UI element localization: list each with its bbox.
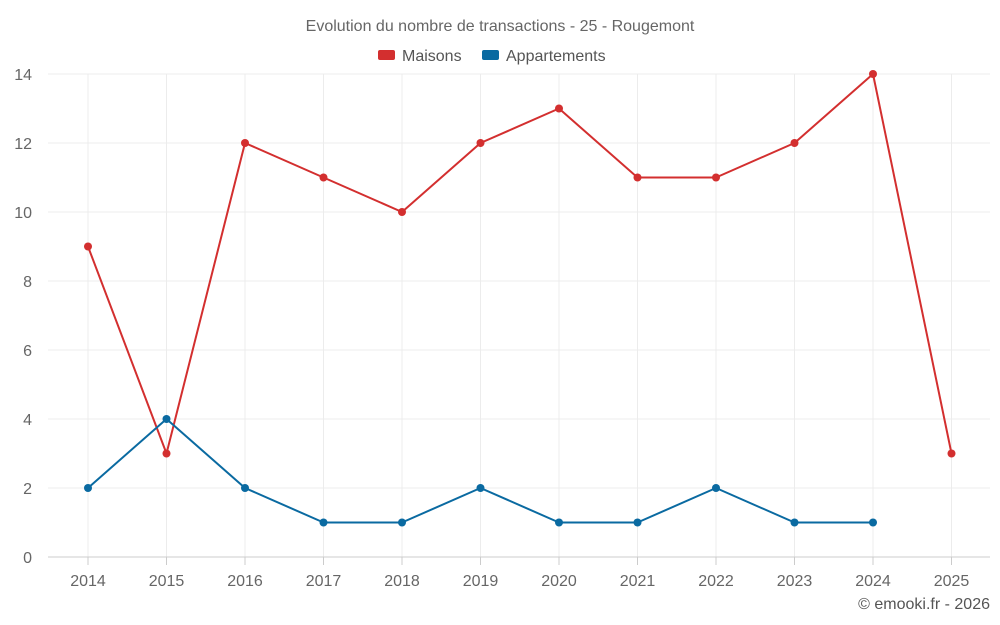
data-point-appartements[interactable] bbox=[398, 518, 406, 527]
legend-swatch-maisons bbox=[378, 50, 395, 60]
series-appartements bbox=[84, 415, 877, 527]
y-tick-label: 12 bbox=[14, 136, 32, 153]
x-tick-label: 2019 bbox=[463, 573, 499, 590]
data-point-maisons[interactable] bbox=[712, 173, 720, 182]
data-point-maisons[interactable] bbox=[241, 139, 249, 147]
data-point-appartements[interactable] bbox=[633, 518, 642, 527]
x-tick-label: 2017 bbox=[306, 573, 342, 590]
x-tick-label: 2022 bbox=[698, 573, 734, 590]
data-point-maisons[interactable] bbox=[319, 173, 328, 182]
data-point-appartements[interactable] bbox=[790, 518, 799, 527]
x-tick-label: 2021 bbox=[620, 573, 656, 590]
data-point-maisons[interactable] bbox=[947, 449, 956, 458]
data-point-maisons[interactable] bbox=[869, 70, 877, 78]
x-tick-label: 2018 bbox=[384, 573, 420, 590]
y-tick-label: 4 bbox=[23, 412, 32, 429]
y-axis-ticks: 0 2 4 6 8 10 12 14 bbox=[14, 67, 32, 567]
y-tick-label: 10 bbox=[14, 205, 32, 222]
data-point-appartements[interactable] bbox=[476, 484, 485, 492]
y-tick-label: 6 bbox=[23, 343, 32, 360]
data-point-maisons[interactable] bbox=[162, 449, 171, 458]
data-point-appartements[interactable] bbox=[84, 484, 92, 492]
data-point-maisons[interactable] bbox=[84, 242, 92, 251]
x-tick-label: 2014 bbox=[70, 573, 106, 590]
x-tick-label: 2024 bbox=[855, 573, 891, 590]
series-layer bbox=[84, 70, 956, 527]
series-line-maisons bbox=[87, 73, 953, 455]
grid bbox=[48, 73, 990, 558]
data-point-maisons[interactable] bbox=[555, 104, 563, 113]
data-point-maisons[interactable] bbox=[790, 139, 799, 147]
y-tick-label: 14 bbox=[14, 67, 32, 84]
x-axis-ticks: 2014 2015 2016 2017 2018 2019 2020 2021 2022 2023… bbox=[70, 557, 969, 590]
data-point-appartements[interactable] bbox=[241, 484, 249, 492]
data-point-appartements[interactable] bbox=[712, 484, 720, 492]
x-tick-label: 2016 bbox=[227, 573, 263, 590]
y-tick-label: 8 bbox=[23, 274, 32, 291]
data-point-appartements[interactable] bbox=[319, 518, 328, 527]
x-tick-label: 2020 bbox=[541, 573, 577, 590]
y-tick-label: 0 bbox=[23, 550, 32, 567]
x-tick-label: 2025 bbox=[934, 573, 970, 590]
data-point-appartements[interactable] bbox=[555, 518, 563, 527]
credit-text: © emooki.fr - 2026 bbox=[858, 596, 990, 613]
x-tick-label: 2023 bbox=[777, 573, 813, 590]
legend: Maisons Appartements bbox=[378, 48, 606, 65]
series-maisons bbox=[84, 70, 956, 458]
x-tick-label: 2015 bbox=[149, 573, 185, 590]
data-point-appartements[interactable] bbox=[869, 518, 877, 527]
data-point-maisons[interactable] bbox=[633, 173, 642, 182]
legend-item-maisons[interactable]: Maisons bbox=[378, 48, 462, 65]
legend-label-maisons: Maisons bbox=[402, 48, 462, 65]
chart-title: Evolution du nombre de transactions - 25… bbox=[306, 18, 695, 35]
legend-item-appartements[interactable]: Appartements bbox=[482, 48, 606, 65]
legend-label-appartements: Appartements bbox=[506, 48, 606, 65]
legend-swatch-appartements bbox=[482, 50, 499, 60]
y-tick-label: 2 bbox=[23, 481, 32, 498]
data-point-maisons[interactable] bbox=[476, 139, 485, 147]
data-point-appartements[interactable] bbox=[162, 415, 171, 423]
data-point-maisons[interactable] bbox=[398, 208, 406, 216]
